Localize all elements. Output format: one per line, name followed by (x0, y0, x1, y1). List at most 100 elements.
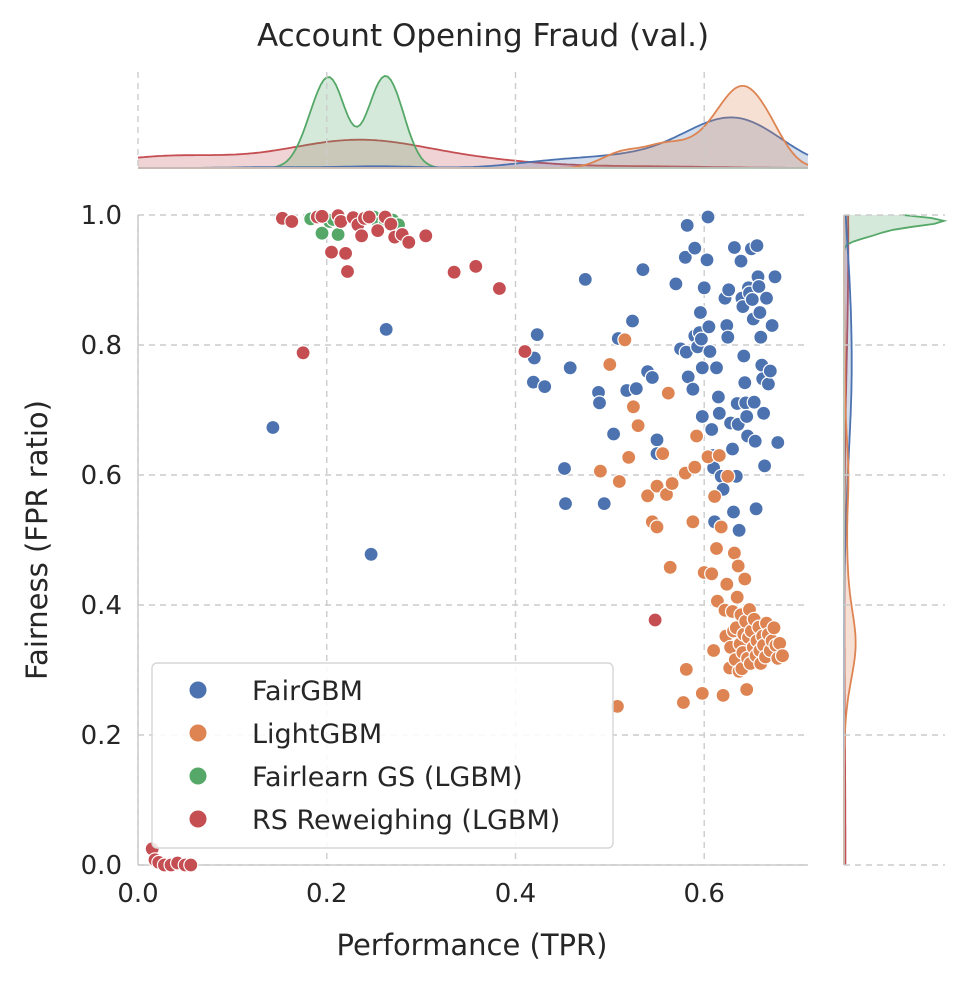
y-tick-label: 1.0 (81, 201, 122, 231)
data-point (662, 559, 678, 575)
data-point (378, 321, 394, 337)
data-point (647, 612, 663, 628)
data-point (692, 304, 709, 321)
data-point (529, 327, 545, 343)
data-point (592, 463, 609, 479)
data-point (602, 356, 618, 373)
data-point (766, 620, 782, 636)
data-point (710, 389, 727, 405)
data-point (696, 280, 712, 296)
data-point (731, 522, 747, 538)
data-point (746, 394, 762, 410)
data-point (774, 648, 791, 664)
data-point (537, 379, 553, 395)
data-point (649, 519, 665, 535)
data-point (705, 642, 722, 659)
data-point (767, 269, 783, 285)
data-point (725, 504, 742, 520)
data-point (756, 458, 773, 474)
data-point (739, 681, 755, 698)
legend-marker (188, 723, 208, 743)
y-tick-label: 0.0 (81, 851, 122, 881)
data-point (446, 264, 462, 280)
top-density-line (137, 138, 808, 169)
data-point (739, 408, 755, 425)
data-point (265, 419, 281, 436)
data-point (401, 234, 417, 250)
data-point (724, 441, 741, 457)
data-point (694, 360, 710, 376)
data-point (736, 348, 752, 364)
data-point (726, 239, 743, 256)
data-point (715, 687, 731, 704)
data-point (687, 459, 703, 475)
data-point (679, 217, 695, 233)
data-point (708, 540, 725, 557)
y-tick-label: 0.4 (81, 591, 122, 621)
data-point (701, 319, 717, 335)
data-point (605, 426, 622, 442)
data-point (737, 571, 753, 587)
data-point (733, 253, 749, 269)
data-point (758, 290, 775, 306)
data-point (713, 519, 729, 535)
top-density-fill (138, 76, 808, 168)
data-point (649, 432, 665, 448)
legend-label: LightGBM (252, 719, 382, 750)
data-point (354, 228, 370, 244)
data-point (611, 473, 627, 490)
data-point (649, 478, 665, 494)
data-point (693, 331, 710, 347)
x-axis-label: Performance (TPR) (337, 928, 608, 962)
data-point (339, 263, 356, 280)
data-point (755, 405, 772, 421)
data-point (760, 376, 777, 392)
data-point (719, 576, 735, 592)
data-point (764, 317, 780, 334)
data-point (699, 252, 715, 268)
data-point (284, 213, 300, 230)
series-rs-reweighing-lgbm (144, 208, 663, 873)
data-point (468, 258, 484, 274)
legend-label: Fairlearn GS (LGBM) (252, 762, 523, 793)
legend-marker (188, 809, 208, 829)
data-point (704, 566, 720, 582)
right-density-fill (844, 215, 852, 865)
data-point (591, 395, 608, 411)
data-point (678, 661, 694, 678)
data-point (562, 360, 578, 376)
data-point (628, 381, 644, 397)
data-point (726, 545, 743, 561)
data-point (677, 249, 693, 265)
data-point (314, 208, 330, 224)
data-point (685, 514, 701, 530)
y-tick-label: 0.8 (81, 331, 122, 361)
data-point (323, 244, 340, 260)
data-point (752, 304, 768, 321)
data-point (370, 223, 386, 239)
data-point (762, 363, 778, 379)
data-point (688, 428, 705, 444)
data-point (687, 240, 703, 256)
data-point (708, 360, 725, 376)
data-point (711, 405, 727, 421)
legend-marker (188, 766, 208, 786)
data-point (685, 381, 701, 397)
data-point (711, 447, 727, 464)
legend-label: RS Reweighing (LGBM) (252, 805, 560, 836)
data-point (664, 475, 680, 492)
right-marginal-density (843, 214, 948, 865)
data-point (617, 332, 633, 348)
data-point (720, 329, 736, 345)
data-point (418, 228, 434, 244)
legend-label: FairGBM (252, 676, 363, 707)
data-point (183, 857, 199, 873)
data-point (694, 408, 710, 425)
data-point (744, 291, 760, 308)
legend-frame (151, 662, 614, 849)
data-point (639, 488, 656, 504)
y-tick-labels: 0.0 0.2 0.4 0.6 0.8 1.0 (81, 201, 122, 881)
data-point (517, 343, 533, 360)
data-point (644, 369, 660, 386)
right-density-fill (844, 215, 944, 865)
